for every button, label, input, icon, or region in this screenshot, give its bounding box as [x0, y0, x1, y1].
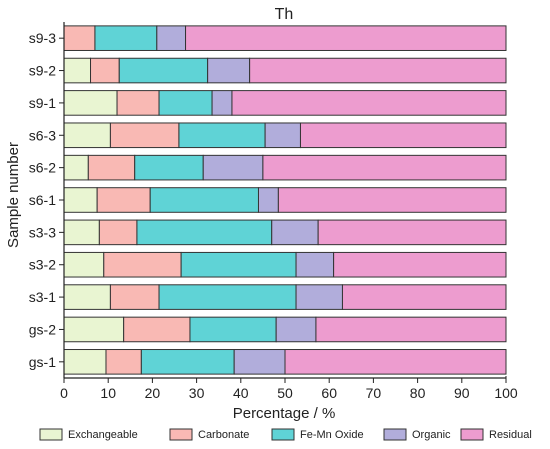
bar-segment-residual-s6-1 — [277, 187, 507, 213]
bar-segment-organic-gs-2 — [275, 316, 317, 343]
x-axis-title: Percentage / % — [233, 405, 336, 422]
bar-segment-carbonate-s9-3 — [63, 25, 96, 51]
legend-label-residual: Residual — [489, 429, 532, 441]
bar-segment-fe-mn-oxide-gs-2 — [189, 316, 277, 343]
legend-swatch-residual — [460, 428, 484, 441]
y-tick-label: s9-3 — [29, 30, 56, 46]
legend-swatch-carbonate — [169, 428, 193, 441]
bar-segment-residual-gs-1 — [284, 349, 507, 375]
bar-segment-exchangeable-s9-2 — [63, 57, 92, 84]
bar-segment-fe-mn-oxide-s9-3 — [94, 25, 158, 51]
x-tick-label: 100 — [494, 385, 518, 401]
chart-title: Th — [275, 6, 294, 23]
bar-segment-residual-s3-1 — [341, 284, 507, 310]
bar-segment-carbonate-s3-2 — [103, 251, 182, 278]
y-tick-label: s6-2 — [29, 160, 56, 176]
bar-segment-fe-mn-oxide-s6-2 — [134, 154, 204, 181]
legend-swatch-organic — [383, 428, 407, 441]
x-tick-label: 60 — [321, 385, 337, 401]
y-axis-title: Sample number — [5, 142, 22, 248]
bar-segment-carbonate-s6-2 — [87, 154, 136, 181]
bar-segment-residual-s9-3 — [185, 25, 507, 51]
bar-segment-fe-mn-oxide-s6-3 — [178, 122, 266, 149]
bar-segment-fe-mn-oxide-s3-2 — [180, 251, 297, 278]
y-tick-label: gs-1 — [29, 354, 56, 370]
bar-segment-fe-mn-oxide-s9-2 — [118, 57, 209, 84]
bar-segment-residual-gs-2 — [315, 316, 507, 343]
bar-segment-organic-s6-2 — [202, 154, 264, 181]
x-tick-label: 10 — [100, 385, 116, 401]
bar-segment-residual-s6-3 — [299, 122, 507, 149]
bar-segment-carbonate-s3-3 — [98, 219, 138, 246]
legend: Exchangeable Carbonate Fe-Mn Oxide Organic R… — [39, 428, 532, 441]
legend-label-exchangeable: Exchangeable — [68, 429, 138, 441]
x-tick-label: 20 — [145, 385, 161, 401]
bar-segment-fe-mn-oxide-s9-1 — [158, 90, 213, 116]
x-ticks-layer: 0 10 20 30 40 50 60 70 80 90 100 — [60, 378, 518, 401]
bar-segment-carbonate-s6-1 — [96, 187, 151, 213]
y-tick-label: s6-1 — [29, 192, 56, 208]
x-tick-label: 50 — [277, 385, 293, 401]
x-tick-label: 40 — [233, 385, 249, 401]
y-tick-label: s3-2 — [29, 257, 56, 273]
legend-label-fe-mn-oxide: Fe-Mn Oxide — [300, 429, 364, 441]
y-tick-label: s6-3 — [29, 127, 56, 143]
bar-segment-exchangeable-s3-1 — [63, 284, 111, 310]
bar-segment-residual-s3-2 — [333, 251, 507, 278]
bar-segment-exchangeable-gs-2 — [63, 316, 125, 343]
bar-segment-fe-mn-oxide-gs-1 — [140, 349, 235, 375]
bar-segment-organic-s3-2 — [295, 251, 335, 278]
y-tick-label: s9-2 — [29, 63, 56, 79]
bar-segment-fe-mn-oxide-s3-1 — [158, 284, 297, 310]
bar-segment-fe-mn-oxide-s3-3 — [136, 219, 273, 246]
x-tick-label: 70 — [366, 385, 382, 401]
bar-segment-residual-s9-1 — [231, 90, 507, 116]
bar-segment-organic-s3-3 — [271, 219, 319, 246]
bars-layer — [63, 25, 507, 375]
x-tick-label: 80 — [410, 385, 426, 401]
bar-segment-organic-s6-3 — [264, 122, 301, 149]
bar-segment-exchangeable-s6-3 — [63, 122, 111, 149]
bar-segment-exchangeable-s6-2 — [63, 154, 89, 181]
bar-segment-carbonate-s6-3 — [109, 122, 180, 149]
bar-segment-organic-gs-1 — [233, 349, 286, 375]
bar-segment-residual-s6-2 — [262, 154, 507, 181]
bar-segment-exchangeable-s3-3 — [63, 219, 100, 246]
bar-segment-organic-s9-3 — [156, 25, 187, 51]
legend-swatch-exchangeable — [39, 428, 63, 441]
bar-segment-carbonate-s9-2 — [90, 57, 120, 84]
x-tick-label: 0 — [60, 385, 68, 401]
bar-segment-exchangeable-s9-1 — [63, 90, 118, 116]
y-tick-label: s9-1 — [29, 95, 56, 111]
bar-segment-residual-s3-3 — [317, 219, 507, 246]
bar-segment-organic-s9-2 — [207, 57, 251, 84]
bar-segment-carbonate-s9-1 — [116, 90, 160, 116]
bar-segment-residual-s9-2 — [249, 57, 507, 84]
bar-segment-organic-s9-1 — [211, 90, 233, 116]
x-tick-label: 90 — [454, 385, 470, 401]
bar-segment-carbonate-gs-2 — [123, 316, 191, 343]
y-tick-label: s3-1 — [29, 289, 56, 305]
bar-segment-organic-s6-1 — [257, 187, 279, 213]
bar-segment-exchangeable-s3-2 — [63, 251, 105, 278]
bar-segment-carbonate-gs-1 — [105, 349, 142, 375]
legend-swatch-fe-mn-oxide — [271, 428, 295, 441]
legend-label-organic: Organic — [412, 429, 451, 441]
y-ticks-layer: s9-3 s9-2 s9-1 s6-3 s6-2 s6-1 s3-3 s3-2 s3-1 gs-2… — [29, 30, 64, 370]
bar-segment-organic-s3-1 — [295, 284, 343, 310]
bar-segment-exchangeable-s6-1 — [63, 187, 98, 213]
bar-segment-exchangeable-gs-1 — [63, 349, 107, 375]
bar-segment-fe-mn-oxide-s6-1 — [149, 187, 259, 213]
legend-label-carbonate: Carbonate — [198, 429, 249, 441]
x-tick-label: 30 — [189, 385, 205, 401]
y-tick-label: s3-3 — [29, 224, 56, 240]
y-tick-label: gs-2 — [29, 321, 56, 337]
bar-segment-carbonate-s3-1 — [109, 284, 160, 310]
